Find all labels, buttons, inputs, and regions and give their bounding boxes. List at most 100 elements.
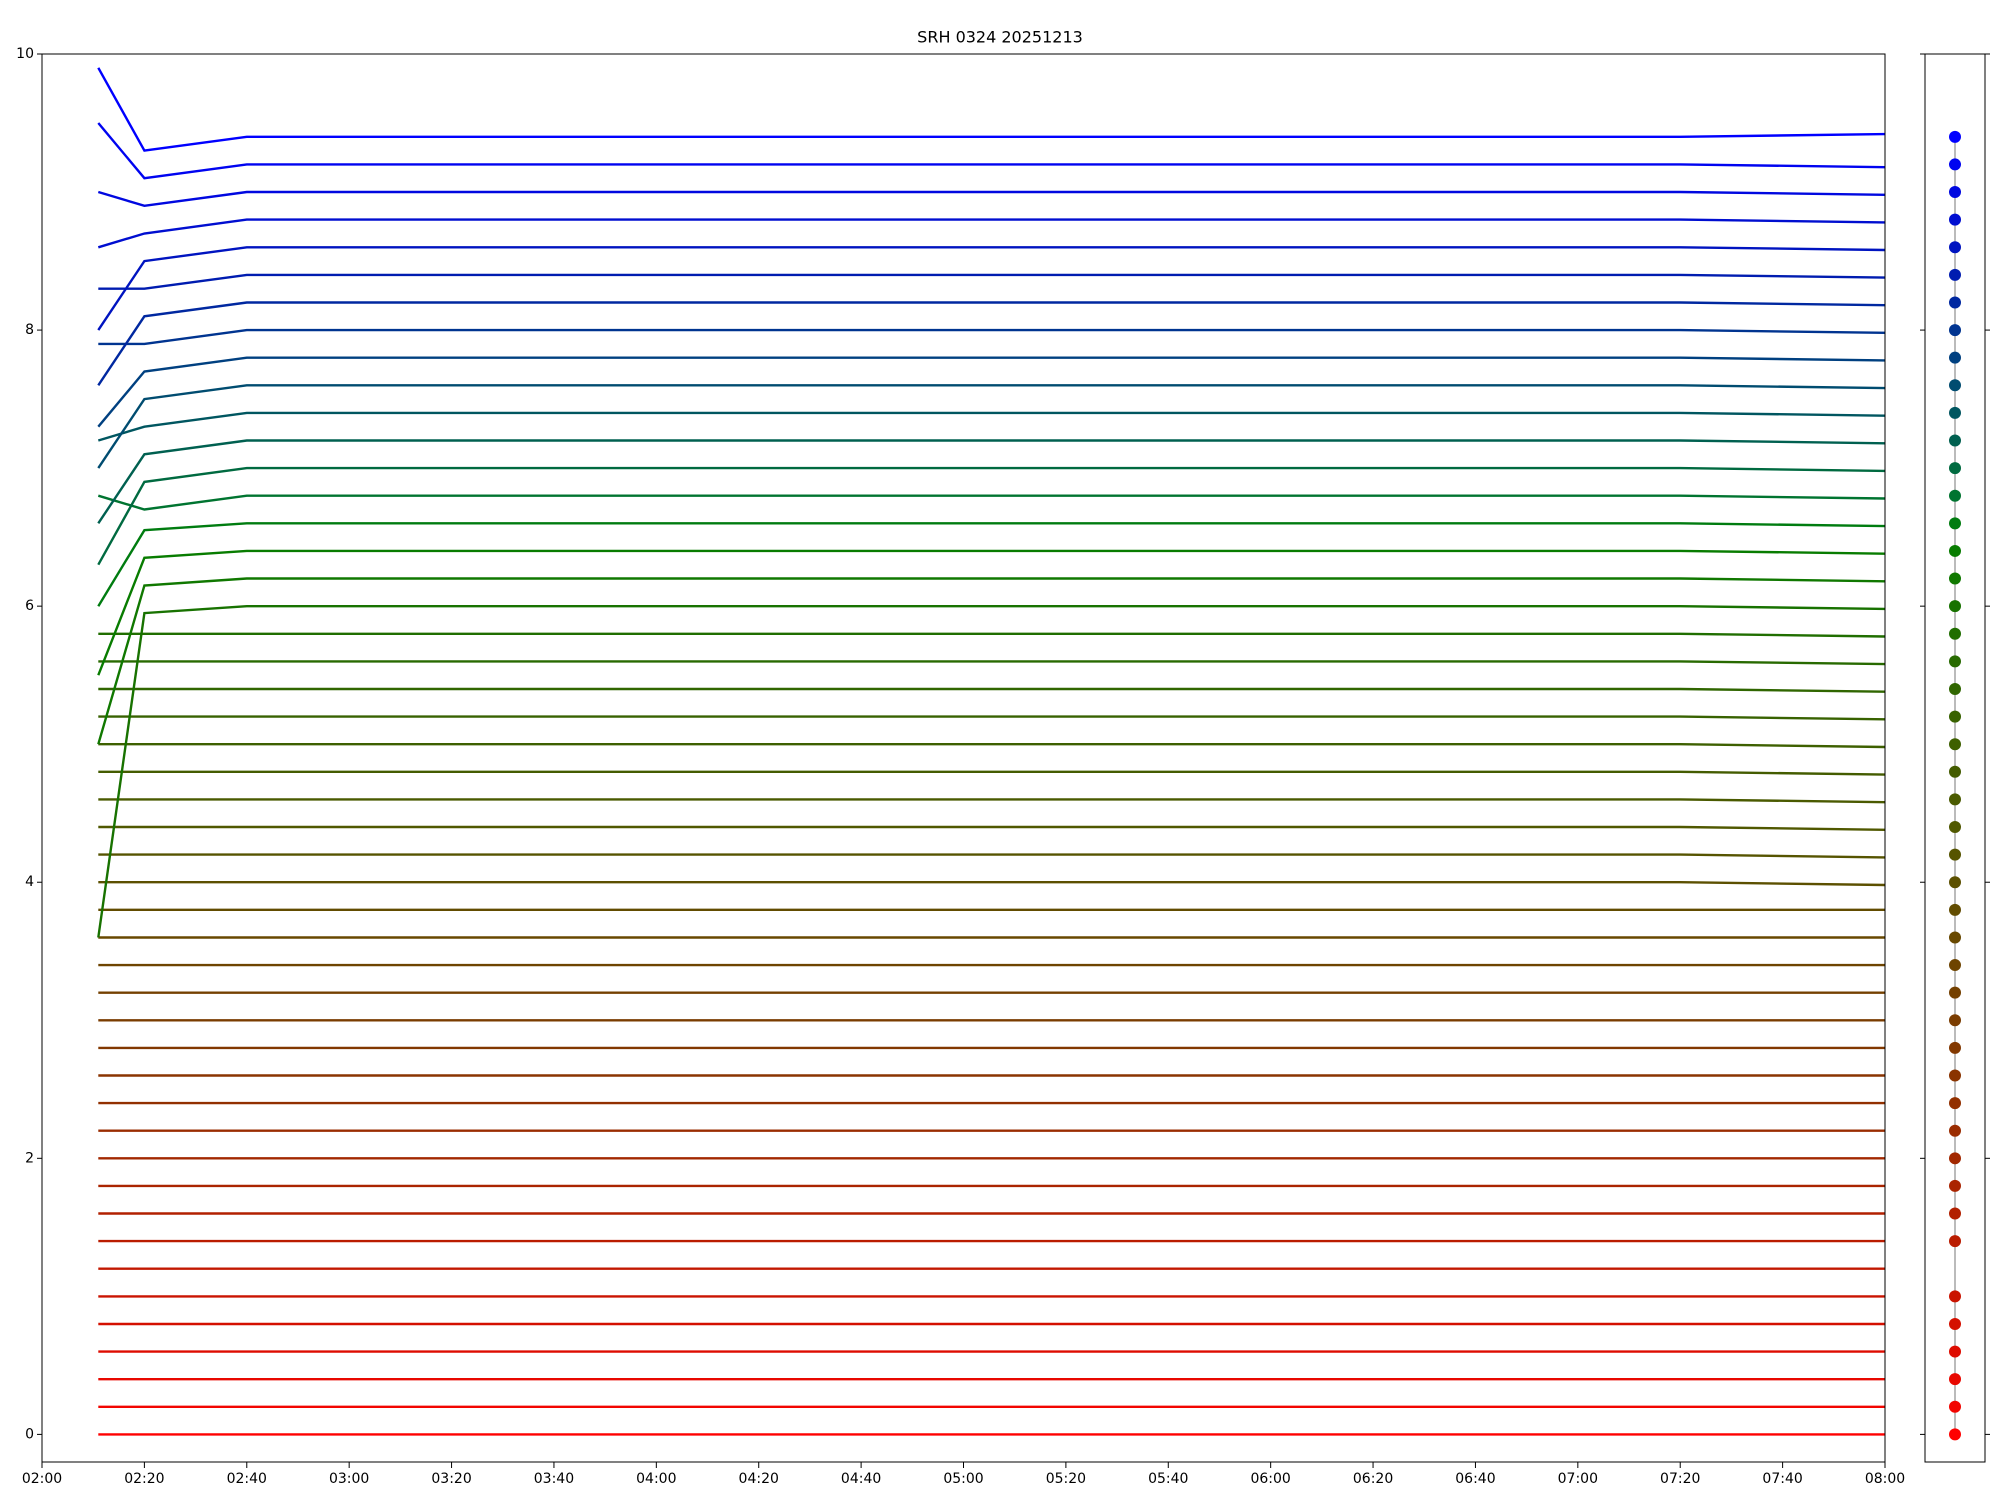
dot: [1949, 572, 1961, 585]
trace: [98, 687, 1885, 693]
y-tick-label: 10: [16, 46, 34, 62]
dot: [1949, 1317, 1961, 1330]
x-tick-label: 04:40: [841, 1471, 881, 1487]
trace: [98, 660, 1885, 666]
dot: [1949, 876, 1961, 889]
dot: [1949, 213, 1961, 226]
chart-title: SRH 0324 20251213: [917, 28, 1083, 47]
x-tick-label: 04:20: [739, 1471, 779, 1487]
dot: [1949, 406, 1961, 419]
trace: [97, 439, 1885, 524]
trace: [97, 605, 1885, 938]
dot: [1949, 1152, 1961, 1165]
x-tick-label: 06:40: [1455, 1471, 1495, 1487]
dot: [1949, 434, 1961, 447]
dot: [1949, 158, 1961, 171]
dot: [1949, 186, 1961, 199]
x-tick-label: 03:20: [431, 1471, 471, 1487]
dot: [1949, 959, 1961, 972]
x-tick-label: 07:40: [1762, 1471, 1802, 1487]
dot: [1949, 931, 1961, 944]
dot: [1949, 600, 1961, 613]
trace: [98, 743, 1885, 749]
x-tick-label: 05:00: [943, 1471, 983, 1487]
y-tick-label: 0: [25, 1426, 34, 1442]
trace: [98, 798, 1885, 804]
dot: [1949, 793, 1961, 806]
x-tick-label: 08:00: [1865, 1471, 1905, 1487]
trace: [98, 853, 1885, 859]
dot: [1949, 296, 1961, 309]
dot: [1949, 1428, 1961, 1441]
y-tick-label: 6: [25, 598, 34, 614]
dot: [1949, 351, 1961, 364]
dot: [1949, 1097, 1961, 1110]
trace: [97, 122, 1885, 180]
dot: [1949, 682, 1961, 695]
trace: [98, 770, 1885, 776]
x-tick-label: 04:00: [636, 1471, 676, 1487]
trace: [98, 328, 1885, 346]
trace: [97, 384, 1885, 469]
trace: [97, 301, 1885, 386]
trace: [98, 825, 1885, 831]
dot: [1949, 489, 1961, 502]
trace: [97, 411, 1885, 442]
dot: [1949, 517, 1961, 530]
y-tick-label: 8: [25, 322, 34, 338]
dot: [1949, 1290, 1961, 1303]
dot: [1949, 986, 1961, 999]
dot: [1949, 1069, 1961, 1082]
trace: [97, 577, 1885, 745]
x-tick-label: 07:00: [1558, 1471, 1598, 1487]
dot: [1949, 268, 1961, 281]
trace: [97, 466, 1885, 566]
trace: [97, 356, 1885, 428]
trace: [98, 715, 1885, 721]
trace: [97, 67, 1885, 152]
dot: [1949, 462, 1961, 475]
dot: [1949, 1373, 1961, 1386]
x-tick-label: 03:40: [534, 1471, 574, 1487]
dot: [1949, 324, 1961, 337]
trace: [98, 632, 1885, 638]
y-tick-label: 2: [25, 1150, 34, 1166]
dot: [1949, 1207, 1961, 1220]
dot: [1949, 738, 1961, 751]
trace: [97, 218, 1885, 249]
trace: [97, 522, 1885, 607]
x-tick-label: 06:00: [1250, 1471, 1290, 1487]
dot: [1949, 821, 1961, 834]
panel-frame: [1924, 53, 1986, 1463]
trace: [98, 273, 1885, 290]
dot: [1949, 1014, 1961, 1027]
dot: [1949, 130, 1961, 143]
x-tick-label: 02:40: [227, 1471, 267, 1487]
dot: [1949, 627, 1961, 640]
dot: [1949, 710, 1961, 723]
x-tick-label: 05:20: [1046, 1471, 1086, 1487]
trace: [98, 881, 1885, 887]
trace: [97, 190, 1885, 208]
y-tick-label: 4: [25, 874, 34, 890]
dot: [1949, 848, 1961, 861]
x-tick-label: 05:40: [1148, 1471, 1188, 1487]
x-tick-label: 06:20: [1353, 1471, 1393, 1487]
dot: [1949, 544, 1961, 557]
dot: [1949, 655, 1961, 668]
dot: [1949, 765, 1961, 778]
x-tick-label: 02:00: [22, 1471, 62, 1487]
trace: [97, 246, 1885, 331]
dot: [1949, 1235, 1961, 1248]
dot: [1949, 379, 1961, 392]
x-tick-label: 07:20: [1660, 1471, 1700, 1487]
dot: [1949, 903, 1961, 916]
trace: [97, 549, 1885, 676]
x-tick-label: 02:20: [124, 1471, 164, 1487]
dot: [1949, 1179, 1961, 1192]
dot: [1949, 1345, 1961, 1358]
trace: [97, 494, 1885, 511]
dot: [1949, 1400, 1961, 1413]
